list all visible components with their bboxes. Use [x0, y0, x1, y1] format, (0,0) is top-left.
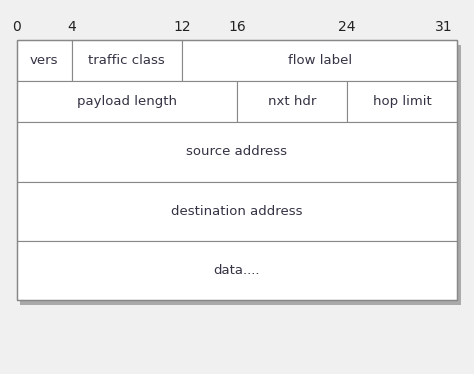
Bar — [17, 182, 457, 241]
Text: hop limit: hop limit — [373, 95, 432, 108]
Bar — [17, 122, 457, 182]
Text: 31: 31 — [435, 21, 453, 34]
Text: 16: 16 — [228, 21, 246, 34]
Text: 0: 0 — [12, 21, 21, 34]
Bar — [72, 40, 182, 81]
Text: data....: data.... — [214, 264, 260, 277]
Text: 4: 4 — [67, 21, 76, 34]
Text: payload length: payload length — [77, 95, 177, 108]
Bar — [17, 81, 237, 122]
Text: traffic class: traffic class — [89, 54, 165, 67]
Text: 24: 24 — [338, 21, 356, 34]
Text: destination address: destination address — [171, 205, 303, 218]
Bar — [17, 40, 72, 81]
Bar — [17, 241, 457, 300]
Text: source address: source address — [186, 145, 288, 159]
Bar — [182, 40, 457, 81]
Text: nxt hdr: nxt hdr — [268, 95, 316, 108]
Bar — [347, 81, 457, 122]
Text: vers: vers — [30, 54, 58, 67]
Text: 12: 12 — [173, 21, 191, 34]
Bar — [20, 45, 461, 306]
Bar — [17, 40, 457, 300]
Bar — [237, 81, 347, 122]
Text: flow label: flow label — [288, 54, 352, 67]
